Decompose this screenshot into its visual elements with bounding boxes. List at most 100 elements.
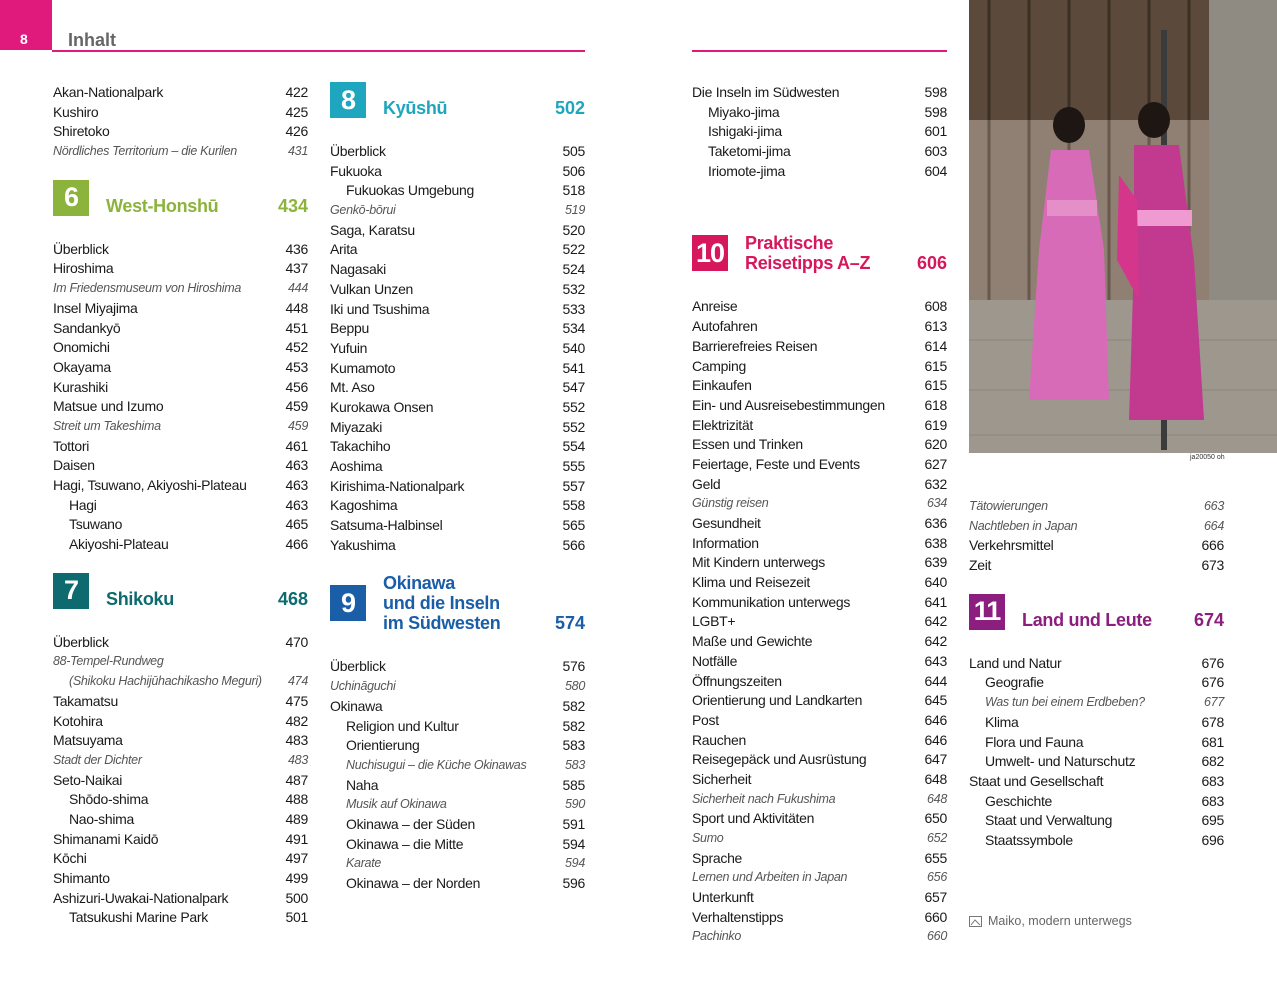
toc-entry: Tottori 461 [53, 437, 308, 457]
toc-entry: Gesundheit 636 [692, 514, 947, 534]
toc-entry: Staat und Gesellschaft 683 [969, 772, 1224, 792]
entry-page: 646 [924, 711, 948, 728]
chapter-number: 10 [692, 235, 728, 272]
entry-text: Nachtleben in Japan [969, 518, 1078, 533]
photo-credit: ja20050 oh [1190, 454, 1225, 461]
entry-page: 615 [924, 377, 948, 394]
toc-entry: Okinawa – der Norden 596 [330, 874, 585, 894]
entry-page: 518 [562, 182, 586, 199]
toc-entry: Akan-Nationalpark 422 [53, 83, 308, 103]
entry-page: 647 [924, 751, 948, 768]
entry-page: 676 [1201, 674, 1225, 691]
chapter-title-line: im Südwesten [383, 613, 501, 634]
toc-entry: Elektrizität 619 [692, 416, 947, 436]
toc-entry: Staat und Verwaltung 695 [969, 811, 1224, 831]
entry-page: 642 [924, 613, 948, 630]
toc-entry: Überblick 505 [330, 142, 585, 162]
toc-entry: Im Friedensmuseum von Hiroshima 444 [53, 279, 308, 299]
toc-entry: Okinawa – der Süden 591 [330, 815, 585, 835]
entry-page: 557 [562, 477, 586, 494]
entry-page: 660 [927, 929, 947, 944]
entry-text: Überblick [53, 240, 109, 257]
toc-entry: Onomichi 452 [53, 338, 308, 358]
entry-page: 657 [924, 889, 948, 906]
entry-text: Sicherheit [692, 770, 752, 787]
entry-page: 583 [565, 757, 585, 772]
toc-entry: Sicherheit 648 [692, 770, 947, 790]
toc-entry: Kagoshima 558 [330, 496, 585, 516]
entry-page: 585 [562, 776, 586, 793]
entry-text: Shiretoko [53, 123, 110, 140]
chapter-number: 9 [330, 585, 366, 622]
entry-page: 474 [288, 674, 308, 689]
entry-page: 431 [288, 144, 308, 159]
entry-text: Klima und Reisezeit [692, 574, 811, 591]
entry-page: 590 [565, 797, 585, 812]
toc-entry: Überblick 576 [330, 657, 585, 677]
entry-page: 437 [285, 260, 309, 277]
entry-page: 673 [1201, 557, 1225, 574]
chapter-title-line: und die Inseln [383, 593, 500, 614]
entry-page: 582 [562, 717, 586, 734]
entry-text: Mt. Aso [330, 379, 375, 396]
chapter-title: West-Honshū [89, 196, 278, 216]
entry-text: Elektrizität [692, 416, 753, 433]
entry-page: 465 [285, 516, 309, 533]
entry-page: 681 [1201, 733, 1225, 750]
entry-page: 678 [1201, 713, 1225, 730]
chapter-title-line: Kyūshū [383, 98, 448, 118]
entry-text: Shōdo-shima [69, 791, 149, 808]
entry-page: 491 [285, 830, 309, 847]
entry-text: Religion und Kultur [346, 717, 459, 734]
toc-entry: Die Inseln im Südwesten 598 [692, 83, 947, 103]
toc-entry: Geschichte 683 [969, 792, 1224, 812]
entry-page: 475 [285, 692, 309, 709]
entry-page: 648 [927, 791, 947, 806]
chapter-heading: 10 Praktische Reisetipps A–Z 606 [692, 233, 947, 273]
toc-entry: Kirishima-Nationalpark 557 [330, 477, 585, 497]
toc-entry: Barrierefreies Reisen 614 [692, 337, 947, 357]
entry-page: 540 [562, 339, 586, 356]
toc-entry: Nördliches Territorium – die Kurilen 431 [53, 142, 308, 162]
toc-entry: Kommunikation unterwegs 641 [692, 593, 947, 613]
chapter-title: Kyūshū [366, 98, 555, 118]
entry-page: 682 [1201, 753, 1225, 770]
toc-entry: Klima und Reisezeit 640 [692, 573, 947, 593]
toc-entry: Sport und Aktivitäten 650 [692, 809, 947, 829]
entry-page: 532 [562, 280, 586, 297]
entry-text: Kommunikation unterwegs [692, 593, 851, 610]
toc-entry: Beppu 534 [330, 319, 585, 339]
entry-text: Was tun bei einem Erdbeben? [985, 695, 1145, 710]
toc-entry: Taketomi-jima 603 [692, 142, 947, 162]
entry-page: 489 [285, 810, 309, 827]
entry-page: 483 [285, 732, 309, 749]
entry-text: Beppu [330, 320, 369, 337]
toc-entry: Okayama 453 [53, 358, 308, 378]
entry-text: Streit um Takeshima [53, 418, 161, 433]
entry-page: 506 [562, 162, 586, 179]
entry-page: 652 [927, 831, 947, 845]
toc-column: 8 Kyūshū 502 Überblick 505 Fukuoka 506 Fukuokas… [330, 64, 585, 894]
entry-page: 547 [562, 379, 586, 396]
toc-entry: Seto-Naikai 487 [53, 771, 308, 791]
entry-text: Nuchisugui – die Küche Okinawas [346, 757, 527, 772]
toc-entry: Yakushima 566 [330, 536, 585, 556]
entry-text: Daisen [53, 457, 95, 474]
entry-text: Kumamoto [330, 359, 396, 376]
entry-text: Takachiho [330, 438, 391, 455]
entry-page: 627 [924, 455, 948, 472]
entry-text: Onomichi [53, 339, 110, 356]
chapter-heading: 8 Kyūshū 502 [330, 82, 585, 118]
toc-entry: Vulkan Unzen 532 [330, 280, 585, 300]
toc-entry: Ishigaki-jima 601 [692, 122, 947, 142]
toc-entry: Überblick 436 [53, 240, 308, 260]
chapter-number: 6 [53, 179, 89, 216]
entry-text: Ashizuri-Uwakai-Nationalpark [53, 889, 229, 906]
entry-page: 558 [562, 497, 586, 514]
entry-text: Hagi, Tsuwano, Akiyoshi-Plateau [53, 477, 247, 493]
entry-text: Saga, Karatsu [330, 221, 415, 238]
entry-page: 453 [285, 358, 309, 375]
entry-text: Kagoshima [330, 497, 398, 514]
entry-page: 638 [924, 534, 948, 551]
entry-text: Barrierefreies Reisen [692, 337, 818, 354]
